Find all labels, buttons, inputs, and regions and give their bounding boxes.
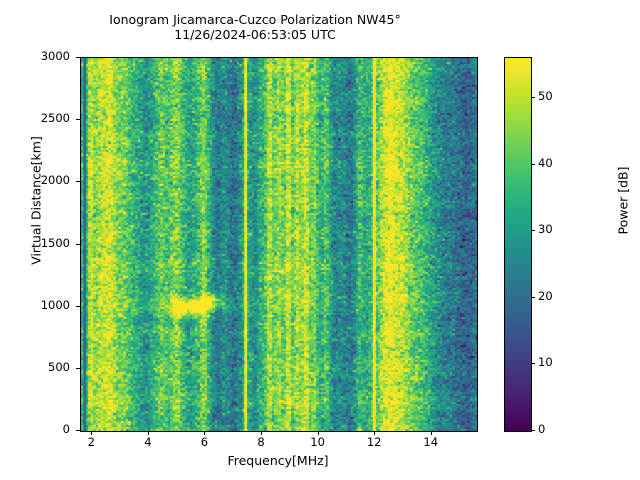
x-tick-label: 6 — [200, 435, 209, 449]
colorbar-tick-label: 40 — [538, 155, 553, 170]
colorbar-axes — [504, 57, 532, 432]
colorbar-tick-mark — [531, 164, 535, 165]
ionogram-heatmap — [81, 58, 477, 431]
colorbar-tick-label: 10 — [538, 355, 553, 370]
y-tick-mark — [76, 244, 80, 245]
y-tick-mark — [76, 57, 80, 58]
colorbar-tick-label: 0 — [538, 422, 546, 436]
y-tick-mark — [76, 430, 80, 431]
colorbar-tick-label: 50 — [538, 88, 553, 103]
y-tick-label: 500 — [48, 359, 70, 374]
x-tick-mark — [91, 431, 92, 435]
chart-title-line-2: 11/26/2024-06:53:05 UTC — [174, 27, 336, 42]
x-tick-mark — [261, 431, 262, 435]
colorbar-gradient — [505, 58, 531, 431]
y-tick-mark — [76, 368, 80, 369]
y-tick-mark — [76, 119, 80, 120]
y-tick-label: 2500 — [40, 111, 70, 126]
x-tick-mark — [204, 431, 205, 435]
x-tick-mark — [148, 431, 149, 435]
y-tick-label: 0 — [62, 422, 70, 436]
y-tick-label: 3000 — [40, 49, 70, 63]
colorbar-tick-mark — [531, 430, 535, 431]
x-tick-label: 12 — [366, 435, 382, 449]
x-tick-mark — [318, 431, 319, 435]
y-tick-label: 2000 — [40, 173, 70, 188]
x-tick-label: 2 — [87, 435, 95, 449]
x-axis-label: Frequency[MHz] — [227, 453, 329, 468]
chart-title-line-1: Ionogram Jicamarca-Cuzco Polarization NW… — [109, 12, 401, 27]
y-tick-label: 1500 — [40, 235, 70, 250]
ionogram-axes — [80, 57, 478, 432]
colorbar-tick-mark — [531, 363, 535, 364]
x-tick-mark — [431, 431, 432, 435]
x-tick-label: 4 — [144, 435, 152, 449]
x-tick-label: 8 — [257, 435, 265, 449]
y-tick-mark — [76, 181, 80, 182]
y-tick-label: 1000 — [40, 297, 70, 312]
colorbar-tick-mark — [531, 97, 535, 98]
y-tick-mark — [76, 306, 80, 307]
colorbar-tick-mark — [531, 297, 535, 298]
colorbar-tick-mark — [531, 230, 535, 231]
x-tick-mark — [374, 431, 375, 435]
colorbar-label: Power [dB] — [615, 166, 631, 235]
colorbar-tick-label: 30 — [538, 222, 553, 237]
colorbar-tick-label: 20 — [538, 288, 553, 303]
chart-title: Ionogram Jicamarca-Cuzco Polarization NW… — [0, 12, 510, 42]
x-tick-label: 10 — [310, 435, 325, 449]
x-tick-label: 14 — [423, 435, 439, 449]
